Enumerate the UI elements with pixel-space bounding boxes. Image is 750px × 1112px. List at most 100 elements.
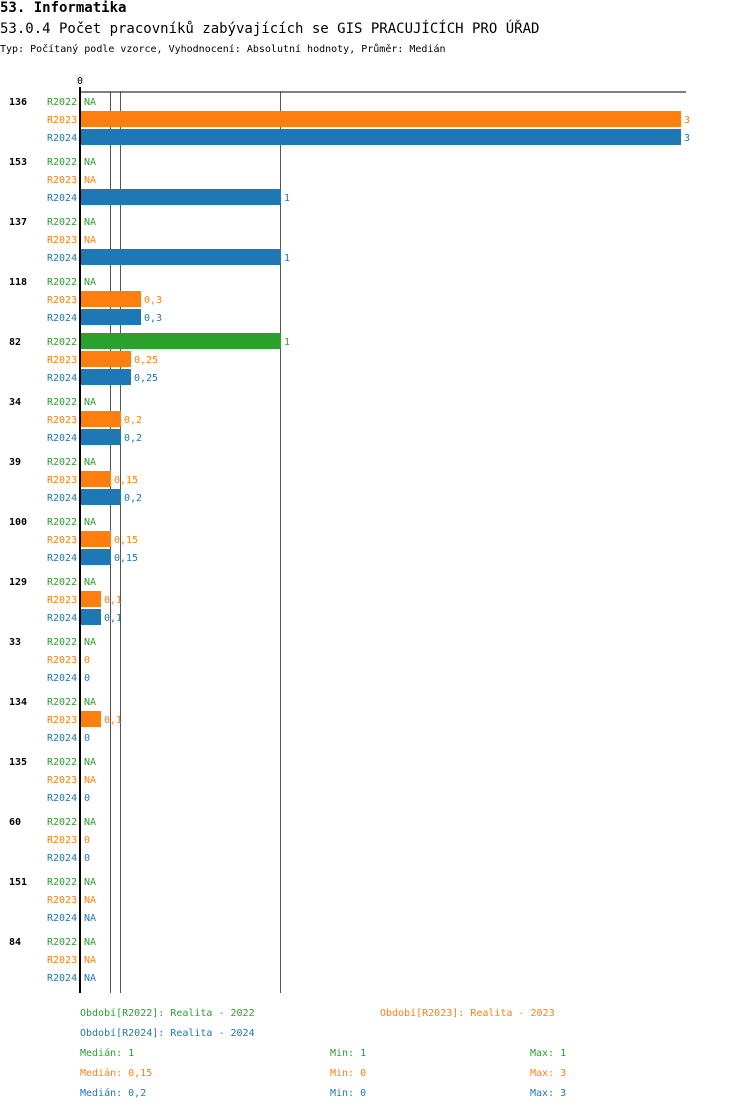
series-row-label: R2024: [47, 433, 77, 444]
data-label: 0,2: [124, 415, 142, 426]
series-row-label: R2022: [47, 397, 77, 408]
bar-r2023: [81, 291, 141, 307]
series-row-label: R2024: [47, 973, 77, 984]
category-label: 153: [9, 157, 27, 168]
series-row-label: R2022: [47, 337, 77, 348]
bar-r2024: [81, 549, 111, 565]
series-row-label: R2023: [47, 775, 77, 786]
series-row-label: R2023: [47, 715, 77, 726]
category-label: 134: [9, 697, 27, 708]
stat-median-r2024: Medián: 0,2: [80, 1088, 147, 1099]
series-row-label: R2022: [47, 637, 77, 648]
series-row-label: R2023: [47, 655, 77, 666]
series-row-label: R2023: [47, 355, 77, 366]
na-label: NA: [84, 277, 96, 288]
series-row-label: R2024: [47, 793, 77, 804]
data-label: 0,3: [144, 295, 162, 306]
series-row-label: R2023: [47, 475, 77, 486]
na-label: NA: [84, 757, 96, 768]
series-row-label: R2022: [47, 457, 77, 468]
bar-r2024: [81, 369, 131, 385]
bar-r2024: [81, 129, 681, 145]
na-label: NA: [84, 97, 96, 108]
data-label: 0: [84, 853, 90, 864]
data-label: 0,15: [114, 475, 138, 486]
na-label: NA: [84, 217, 96, 228]
data-label: 0,1: [104, 715, 122, 726]
stat-min-r2024: Min: 0: [330, 1088, 367, 1099]
series-row-label: R2022: [47, 877, 77, 888]
stat-max-r2023: Max: 3: [530, 1068, 567, 1079]
category-label: 151: [9, 877, 27, 888]
section-title: 53. Informatika: [0, 0, 127, 16]
category-label: 82: [9, 337, 21, 348]
legend-r2023: Období[R2023]: Realita - 2023: [380, 1008, 555, 1019]
series-row-label: R2023: [47, 595, 77, 606]
category-label: 137: [9, 217, 27, 228]
data-label: 3: [684, 133, 690, 144]
series-row-label: R2022: [47, 577, 77, 588]
bar-r2023: [81, 411, 121, 427]
series-row-label: R2022: [47, 517, 77, 528]
category-label: 135: [9, 757, 27, 768]
category-label: 39: [9, 457, 21, 468]
data-label: 0: [84, 835, 90, 846]
category-label: 100: [9, 517, 27, 528]
series-row-label: R2024: [47, 313, 77, 324]
series-row-label: R2024: [47, 733, 77, 744]
category-label: 33: [9, 637, 21, 648]
series-row-label: R2022: [47, 757, 77, 768]
series-row-label: R2024: [47, 133, 77, 144]
data-label: 0: [84, 673, 90, 684]
series-row-label: R2022: [47, 97, 77, 108]
category-label: 84: [9, 937, 21, 948]
na-label: NA: [84, 517, 96, 528]
category-label: 60: [9, 817, 21, 828]
bar-r2024: [81, 609, 101, 625]
chart-subtitle: Typ: Počítaný podle vzorce, Vyhodnocení:…: [0, 44, 446, 55]
series-row-label: R2022: [47, 697, 77, 708]
series-row-label: R2022: [47, 277, 77, 288]
series-row-label: R2024: [47, 493, 77, 504]
series-row-label: R2024: [47, 613, 77, 624]
na-label: NA: [84, 955, 96, 966]
series-row-label: R2022: [47, 217, 77, 228]
data-label: 0,2: [124, 493, 142, 504]
na-label: NA: [84, 157, 96, 168]
bar-r2023: [81, 711, 101, 727]
legend-r2022: Období[R2022]: Realita - 2022: [80, 1008, 255, 1019]
bar-r2024: [81, 189, 281, 205]
stat-max-r2022: Max: 1: [530, 1048, 567, 1059]
na-label: NA: [84, 457, 96, 468]
data-label: 0: [84, 655, 90, 666]
stat-min-r2023: Min: 0: [330, 1068, 367, 1079]
series-row-label: R2024: [47, 373, 77, 384]
na-label: NA: [84, 697, 96, 708]
bar-r2024: [81, 249, 281, 265]
data-label: 0,25: [134, 373, 158, 384]
na-label: NA: [84, 913, 96, 924]
series-row-label: R2023: [47, 235, 77, 246]
na-label: NA: [84, 877, 96, 888]
stat-median-r2022: Medián: 1: [80, 1048, 135, 1059]
stat-max-r2024: Max: 3: [530, 1088, 567, 1099]
data-label: 3: [684, 115, 690, 126]
series-row-label: R2022: [47, 937, 77, 948]
legend-r2024: Období[R2024]: Realita - 2024: [80, 1028, 255, 1039]
series-row-label: R2023: [47, 895, 77, 906]
bar-r2023: [81, 351, 131, 367]
bar-r2024: [81, 489, 121, 505]
chart-title: 53.0.4 Počet pracovníků zabývajících se …: [0, 21, 540, 37]
bar-r2023: [81, 591, 101, 607]
na-label: NA: [84, 937, 96, 948]
na-label: NA: [84, 817, 96, 828]
bar-r2022: [81, 333, 281, 349]
series-row-label: R2024: [47, 853, 77, 864]
series-row-label: R2024: [47, 913, 77, 924]
series-row-label: R2023: [47, 415, 77, 426]
data-label: 0,2: [124, 433, 142, 444]
series-row-label: R2023: [47, 955, 77, 966]
bar-r2023: [81, 111, 681, 127]
data-label: 0,1: [104, 595, 122, 606]
data-label: 0,15: [114, 553, 138, 564]
